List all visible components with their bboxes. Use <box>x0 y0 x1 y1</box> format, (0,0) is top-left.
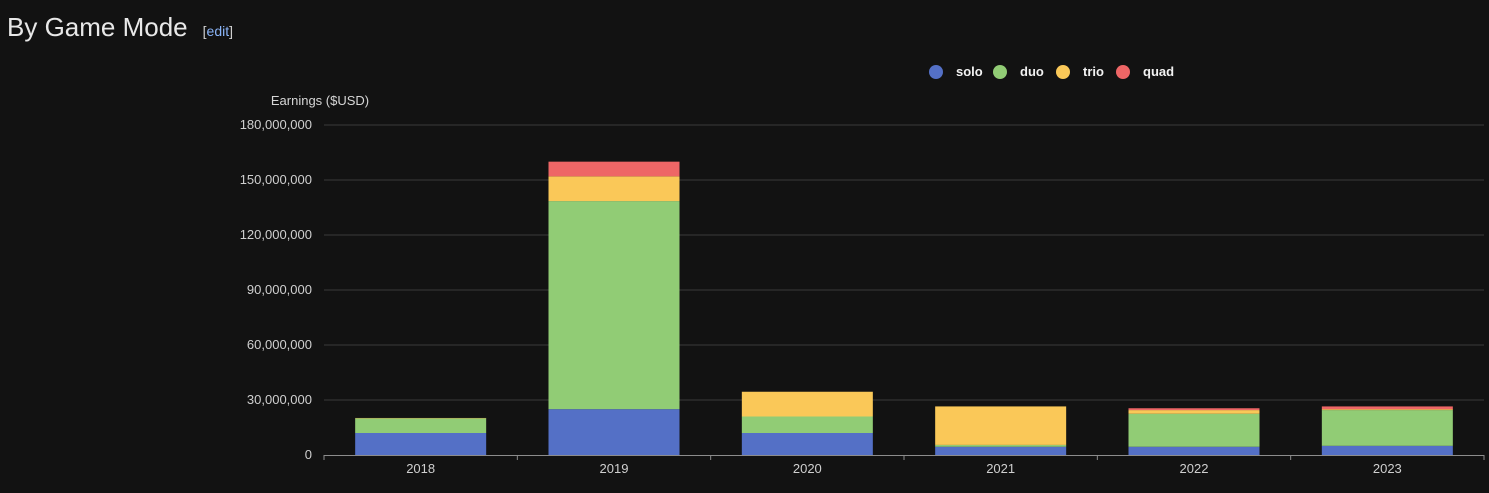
y-tick-label: 30,000,000 <box>247 392 312 407</box>
edit-link-wrapper: [edit] <box>203 23 233 39</box>
y-tick-label: 150,000,000 <box>240 172 312 187</box>
x-tick-label: 2019 <box>600 461 629 476</box>
page-title: By Game Mode <box>7 12 188 42</box>
legend-label-duo: duo <box>1020 64 1044 79</box>
legend-item-trio[interactable]: trio <box>1056 64 1104 79</box>
legend-item-solo[interactable]: solo <box>929 64 983 79</box>
bar-solo-2022[interactable] <box>1128 446 1260 455</box>
x-tick-label: 2021 <box>986 461 1015 476</box>
bar-solo-2020[interactable] <box>741 433 873 455</box>
legend-label-trio: trio <box>1083 64 1104 79</box>
bar-trio-2019[interactable] <box>548 176 680 202</box>
legend-label-solo: solo <box>956 64 983 79</box>
bar-trio-2022[interactable] <box>1128 410 1260 414</box>
y-axis-title: Earnings ($USD) <box>271 93 369 108</box>
y-tick-label: 90,000,000 <box>247 282 312 297</box>
bar-trio-2020[interactable] <box>741 391 873 417</box>
bar-stacks <box>355 161 1453 455</box>
grid-lines <box>324 124 1484 401</box>
legend-swatch-duo <box>993 65 1007 79</box>
legend: solo duo trio quad <box>929 64 1174 79</box>
y-tick-label: 120,000,000 <box>240 227 312 242</box>
bar-solo-2021[interactable] <box>935 446 1067 455</box>
y-tick-label: 180,000,000 <box>240 117 312 132</box>
bar-duo-2023[interactable] <box>1321 410 1453 446</box>
x-tick-label: 2020 <box>793 461 822 476</box>
bar-duo-2021[interactable] <box>935 444 1067 447</box>
x-tick-label: 2018 <box>406 461 435 476</box>
bar-solo-2023[interactable] <box>1321 445 1453 455</box>
legend-swatch-quad <box>1116 65 1130 79</box>
bar-trio-2021[interactable] <box>935 406 1067 445</box>
edit-close-bracket: ] <box>229 23 233 39</box>
y-tick-label: 0 <box>305 447 312 462</box>
legend-item-quad[interactable]: quad <box>1116 64 1174 79</box>
bar-duo-2018[interactable] <box>355 418 487 433</box>
edit-link[interactable]: edit <box>206 23 230 39</box>
bar-duo-2022[interactable] <box>1128 413 1260 447</box>
bar-quad-2022[interactable] <box>1128 408 1260 411</box>
edit-open-bracket: [ <box>202 23 207 39</box>
bar-duo-2019[interactable] <box>548 201 680 410</box>
axes: 0 30,000,000 60,000,000 90,000,000 120,000,0… <box>240 93 1485 476</box>
bar-quad-2019[interactable] <box>548 161 680 177</box>
bar-trio-2023[interactable] <box>1321 409 1453 411</box>
legend-label-quad: quad <box>1143 64 1174 79</box>
bar-solo-2018[interactable] <box>355 433 487 455</box>
x-tick-label: 2023 <box>1373 461 1402 476</box>
legend-item-duo[interactable]: duo <box>993 64 1044 79</box>
bar-solo-2019[interactable] <box>548 409 680 455</box>
legend-swatch-solo <box>929 65 943 79</box>
y-tick-label: 60,000,000 <box>247 337 312 352</box>
section-heading: By Game Mode [edit] <box>7 12 233 52</box>
x-tick-label: 2022 <box>1180 461 1209 476</box>
bar-duo-2020[interactable] <box>741 416 873 434</box>
legend-swatch-trio <box>1056 65 1070 79</box>
bar-quad-2023[interactable] <box>1321 406 1453 410</box>
